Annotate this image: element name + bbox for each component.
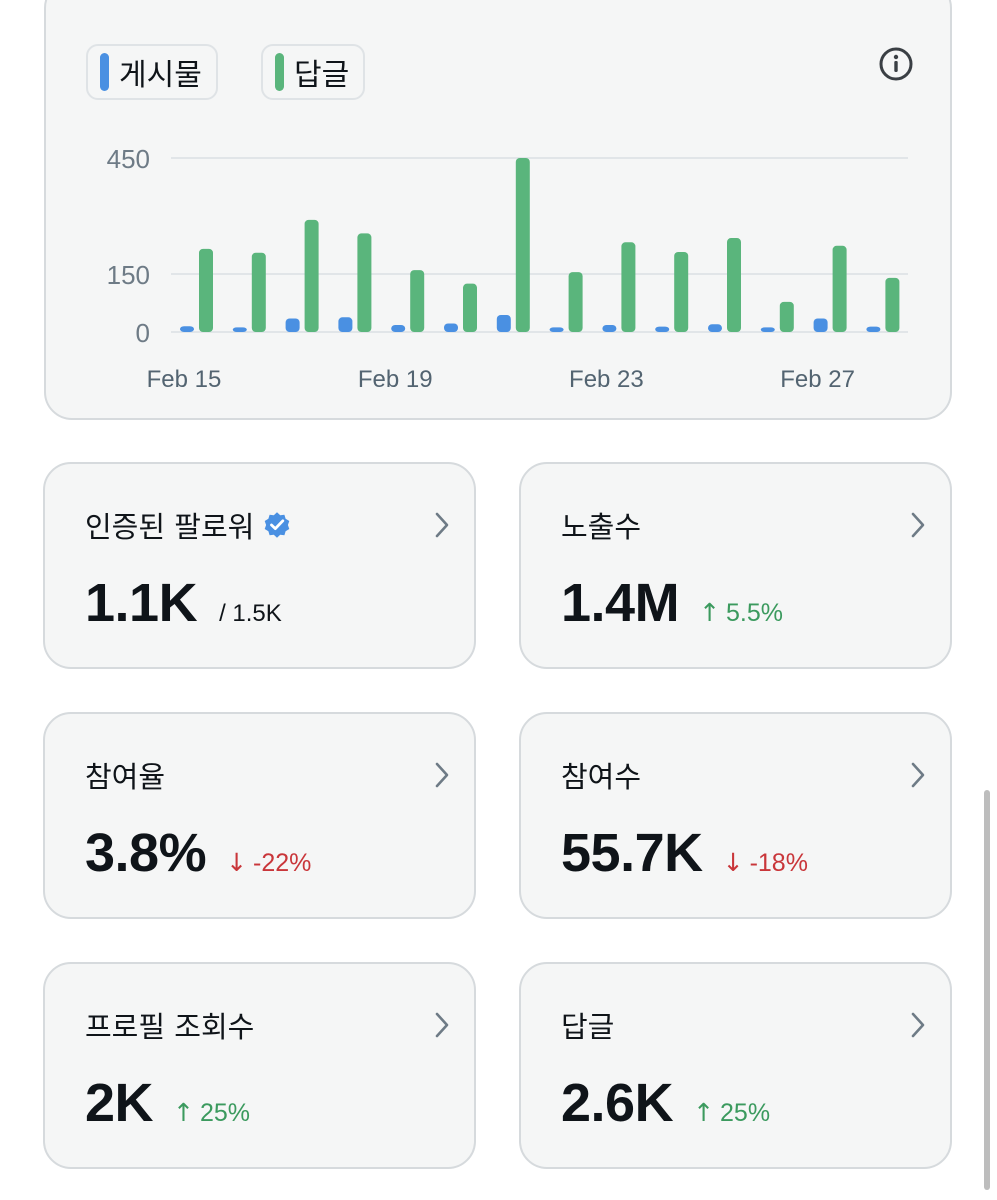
bar-posts bbox=[655, 326, 670, 332]
bar-posts bbox=[180, 326, 194, 332]
bar-posts bbox=[708, 324, 722, 332]
metric-row: 1.4M ↑ 5.5% bbox=[561, 572, 783, 634]
y-tick-label: 150 bbox=[107, 260, 150, 290]
legend-chip-replies[interactable]: 답글 bbox=[261, 44, 366, 100]
x-tick-label: Feb 15 bbox=[147, 366, 222, 393]
x-tick-label: Feb 27 bbox=[780, 366, 855, 393]
bar-replies bbox=[199, 248, 213, 332]
card-replies[interactable]: 답글 2.6K ↑ 25% bbox=[519, 962, 952, 1169]
card-label: 답글 bbox=[561, 1010, 615, 1044]
card-profile-visits[interactable]: 프로필 조회수 2K ↑ 25% bbox=[43, 962, 476, 1169]
delta-text: 5.5% bbox=[726, 599, 783, 627]
bar-posts bbox=[549, 327, 564, 332]
metric-value: 1.1K bbox=[85, 573, 198, 633]
bar-posts bbox=[813, 318, 828, 332]
card-label: 노출수 bbox=[561, 510, 642, 544]
bar-replies bbox=[674, 251, 689, 332]
chevron-right-icon[interactable] bbox=[908, 510, 928, 540]
delta-text: -22% bbox=[253, 849, 312, 877]
metric-delta: ↑ 5.5% bbox=[699, 598, 783, 628]
replies-color-swatch bbox=[275, 53, 284, 91]
bar-posts bbox=[866, 326, 881, 332]
card-label-wrapper: 프로필 조회수 bbox=[85, 1004, 254, 1046]
bar-replies bbox=[621, 242, 636, 332]
delta-text: 25% bbox=[720, 1099, 771, 1127]
metric-delta: ↓ -22% bbox=[226, 848, 311, 878]
metric-value: 3.8% bbox=[85, 823, 207, 883]
metric-value: 1.4M bbox=[561, 573, 680, 633]
x-tick-label: Feb 19 bbox=[358, 366, 433, 393]
legend-label-replies: 답글 bbox=[294, 58, 350, 93]
y-tick-label: 0 bbox=[136, 318, 150, 348]
bar-replies bbox=[304, 219, 319, 332]
arrow-up-icon: ↑ bbox=[699, 598, 721, 627]
delta-text: 25% bbox=[199, 1099, 251, 1127]
bar-posts bbox=[602, 325, 617, 332]
bar-replies bbox=[727, 238, 741, 332]
card-impressions[interactable]: 노출수 1.4M ↑ 5.5% bbox=[519, 462, 952, 669]
bar-posts bbox=[232, 327, 247, 332]
bar-replies bbox=[251, 252, 266, 332]
posts-color-swatch bbox=[100, 53, 109, 91]
card-engagement-rate[interactable]: 참여율 3.8% ↓ -22% bbox=[43, 712, 476, 919]
info-icon[interactable] bbox=[878, 46, 914, 82]
arrow-down-icon: ↓ bbox=[226, 848, 248, 877]
bar-chart: 0 150 450 Feb 15 Feb 19 Feb 23 Feb 27 bbox=[107, 144, 908, 393]
metric-total: / 1.5K bbox=[219, 600, 282, 627]
metric-row: 3.8% ↓ -22% bbox=[85, 822, 311, 884]
bar-replies bbox=[357, 233, 372, 332]
bar-replies bbox=[568, 272, 583, 332]
bar-replies bbox=[410, 270, 425, 332]
bar-posts bbox=[391, 325, 406, 332]
metric-delta: ↑ 25% bbox=[693, 1098, 770, 1128]
chevron-right-icon[interactable] bbox=[432, 1010, 452, 1040]
bar-replies bbox=[463, 283, 477, 332]
card-label-wrapper: 참여수 bbox=[561, 754, 641, 796]
chevron-right-icon[interactable] bbox=[908, 1010, 928, 1040]
card-engagements[interactable]: 참여수 55.7K ↓ -18% bbox=[519, 712, 952, 919]
card-label-wrapper: 노출수 bbox=[561, 504, 641, 546]
card-label-wrapper: 인증된 팔로워 bbox=[85, 504, 292, 546]
card-label: 인증된 팔로워 bbox=[85, 510, 255, 544]
card-verified-followers[interactable]: 인증된 팔로워 1.1K / 1.5K bbox=[43, 462, 476, 669]
analytics-chart-card: 게시물 답글 0 150 450 Feb 15 Feb 19 Feb 23 Feb 27 bbox=[44, 0, 952, 420]
metric-row: 2K ↑ 25% bbox=[85, 1072, 250, 1134]
bar-replies bbox=[779, 301, 794, 332]
bar-replies bbox=[515, 158, 530, 332]
arrow-up-icon: ↑ bbox=[173, 1098, 194, 1127]
metric-value: 2K bbox=[85, 1073, 154, 1133]
legend-chip-posts[interactable]: 게시물 bbox=[86, 44, 218, 100]
bar-posts bbox=[760, 327, 775, 332]
arrow-up-icon: ↑ bbox=[693, 1098, 715, 1127]
card-label: 프로필 조회수 bbox=[85, 1010, 255, 1044]
bar-posts bbox=[338, 317, 353, 332]
card-label: 참여율 bbox=[85, 760, 166, 794]
delta-text: -18% bbox=[749, 849, 808, 877]
bar-replies bbox=[832, 245, 847, 332]
scrollbar[interactable] bbox=[984, 790, 990, 1190]
bar-posts bbox=[444, 323, 458, 332]
card-label-wrapper: 답글 bbox=[561, 1004, 614, 1046]
bar-replies bbox=[885, 277, 900, 332]
chevron-right-icon[interactable] bbox=[908, 760, 928, 790]
metric-row: 55.7K ↓ -18% bbox=[561, 822, 808, 884]
y-tick-label: 450 bbox=[107, 144, 150, 174]
chevron-right-icon[interactable] bbox=[432, 510, 452, 540]
bar-posts bbox=[496, 314, 511, 332]
metric-value: 2.6K bbox=[561, 1073, 674, 1133]
metric-delta: ↓ -18% bbox=[723, 848, 808, 878]
bar-posts bbox=[285, 318, 300, 332]
metric-row: 1.1K / 1.5K bbox=[85, 572, 282, 634]
verified-badge-icon bbox=[265, 512, 290, 538]
card-label: 참여수 bbox=[561, 760, 642, 794]
chevron-right-icon[interactable] bbox=[432, 760, 452, 790]
metric-delta: ↑ 25% bbox=[173, 1098, 250, 1128]
metric-value: 55.7K bbox=[561, 823, 703, 883]
card-label-wrapper: 참여율 bbox=[85, 754, 165, 796]
x-tick-label: Feb 23 bbox=[569, 366, 644, 393]
legend-label-posts: 게시물 bbox=[119, 58, 202, 93]
arrow-down-icon: ↓ bbox=[722, 848, 744, 877]
metric-row: 2.6K ↑ 25% bbox=[561, 1072, 770, 1134]
